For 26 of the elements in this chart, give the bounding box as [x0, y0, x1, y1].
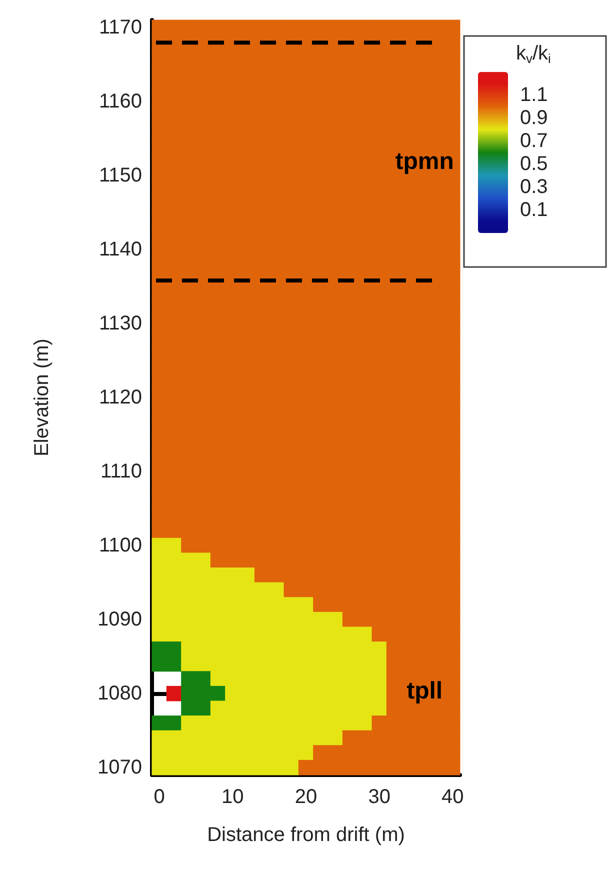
color-bar-label: 0.1	[520, 199, 548, 221]
x-tick-label: 20	[294, 786, 318, 808]
color-bar-label: 0.9	[520, 107, 548, 129]
x-tick-label: 40	[442, 786, 464, 808]
annotation: tpll	[406, 677, 443, 704]
y-tick-label: 1170	[98, 16, 142, 38]
y-tick-label: 1090	[98, 608, 142, 631]
annotation: tpmn	[395, 148, 454, 176]
color-bar-label: 0.7	[520, 130, 548, 152]
y-tick-label: 1130	[98, 312, 142, 334]
y-tick-label: 1120	[98, 386, 142, 408]
x-tick-label: 0	[154, 786, 165, 808]
y-tick-label: 1160	[98, 90, 142, 112]
y-axis-title: Elevation (m)	[31, 338, 53, 456]
y-tick-label: 1140	[98, 238, 142, 260]
x-tick-label: 30	[368, 786, 390, 808]
y-tick-label: 1150	[98, 164, 142, 186]
y-tick-label: 1080	[98, 682, 142, 705]
color-bar-label: 0.3	[520, 176, 548, 198]
x-axis-title: Distance from drift (m)	[207, 824, 405, 846]
y-tick-label: 1100	[98, 534, 142, 557]
y-tick-label: 1070	[98, 756, 142, 779]
color-bar-label: 0.5	[520, 153, 548, 175]
y-tick-label: 1110	[100, 460, 142, 483]
x-tick-label: 10	[222, 786, 244, 808]
color-bar-label: 1.1	[520, 84, 548, 106]
